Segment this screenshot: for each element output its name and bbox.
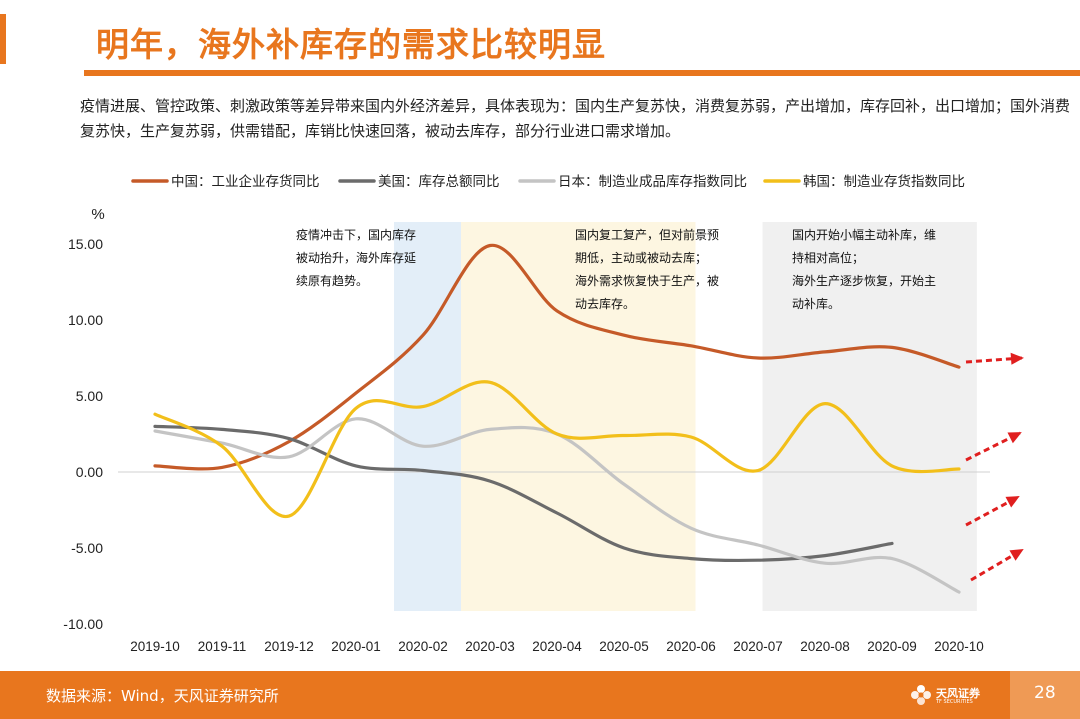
x-tick-label: 2020-03 — [465, 639, 515, 654]
y-tick-label: -5.00 — [71, 540, 103, 556]
annotation-line: 动补库。 — [792, 296, 840, 311]
annotation-line: 疫情冲击下，国内库存 — [296, 227, 416, 242]
y-tick-label: -10.00 — [63, 616, 103, 632]
trend-arrow-3 — [965, 495, 1020, 527]
x-tick-label: 2020-05 — [599, 639, 649, 654]
x-tick-label: 2020-09 — [867, 639, 917, 654]
series-lines — [153, 243, 961, 594]
trend-arrow-1 — [965, 352, 1024, 365]
legend-label: 美国：库存总额同比 — [378, 174, 500, 189]
x-tick-label: 2019-10 — [130, 639, 180, 654]
page-number: 28 — [1034, 683, 1056, 703]
footer-bar: 数据来源：Wind，天风证券研究所 天风证券 TF SECURITIES 28 — [0, 671, 1080, 719]
x-tick-label: 2020-01 — [331, 639, 381, 654]
annotation-line: 持相对高位； — [792, 250, 864, 265]
annotation-line: 海外需求恢复快于生产，被 — [575, 273, 719, 288]
trend-arrows — [965, 352, 1024, 582]
arrow-head — [1005, 496, 1020, 508]
title-underline — [84, 70, 1080, 76]
y-axis-unit: % — [91, 206, 104, 223]
x-tick-label: 2020-07 — [733, 639, 783, 654]
x-tick-label: 2019-11 — [198, 639, 247, 654]
legend-label: 中国：工业企业存货同比 — [171, 173, 320, 189]
trend-arrow-4 — [970, 548, 1024, 582]
y-tick-label: 10.00 — [68, 312, 103, 328]
legend-item-japan: 日本：制造业成品库存指数同比 — [518, 174, 747, 189]
logo-subtext: TF SECURITIES — [936, 699, 973, 705]
period-band-3 — [762, 222, 977, 611]
x-tick-label: 2020-10 — [934, 639, 984, 654]
chart-legend: 中国：工业企业存货同比 美国：库存总额同比 日本：制造业成品库存指数同比 韩国：制造业… — [131, 173, 965, 189]
arrow-head — [1010, 352, 1024, 365]
y-tick-label: 0.00 — [76, 464, 103, 480]
period-band-1 — [394, 222, 461, 611]
annotation-line: 国内开始小幅主动补库，维 — [792, 227, 936, 242]
x-tick-label: 2020-04 — [532, 639, 582, 654]
annotation-line: 国内复工复产，但对前景预 — [575, 227, 719, 242]
page-number-box — [1010, 671, 1080, 719]
legend-item-korea: 韩国：制造业存货指数同比 — [763, 173, 965, 189]
legend-label: 韩国：制造业存货指数同比 — [803, 173, 965, 189]
annotation-line: 被动抬升，海外库存延 — [296, 250, 416, 265]
data-source: 数据来源：Wind，天风证券研究所 — [46, 687, 279, 705]
x-tick-label: 2020-06 — [666, 639, 716, 654]
arrow-head — [1007, 432, 1022, 444]
series-korea-line — [153, 380, 961, 518]
legend-item-china: 中国：工业企业存货同比 — [131, 173, 320, 189]
x-tick-label: 2019-12 — [264, 639, 314, 654]
legend-label: 日本：制造业成品库存指数同比 — [558, 174, 747, 189]
annotation-line: 海外生产逐步恢复，开始主 — [792, 273, 936, 288]
x-axis: 2019-10 2019-11 2019-12 2020-01 2020-02 2020-… — [130, 639, 984, 654]
title-accent-bar — [0, 14, 6, 64]
series-china-line — [153, 243, 961, 471]
y-tick-label: 5.00 — [76, 388, 103, 404]
logo-text: 天风证券 — [936, 687, 980, 700]
annotation-line: 续原有趋势。 — [296, 274, 368, 288]
description-text: 疫情进展、管控政策、刺激政策等差异带来国内外经济差异，具体表现为：国内生产复苏快… — [80, 97, 1071, 140]
legend-item-usa: 美国：库存总额同比 — [338, 174, 500, 189]
y-axis: % 15.00 10.00 5.00 0.00 -5.00 -10.00 — [63, 206, 104, 632]
y-tick-label: 15.00 — [68, 236, 103, 252]
series-usa-line — [153, 424, 894, 563]
annotation-line: 动去库存。 — [575, 296, 635, 311]
arrow-head — [1009, 548, 1024, 561]
x-tick-label: 2020-02 — [398, 639, 448, 654]
period-bands — [394, 222, 977, 611]
x-tick-label: 2020-08 — [800, 639, 850, 654]
logo-flower-icon — [911, 685, 931, 705]
trend-arrow-2 — [965, 431, 1022, 462]
period-band-2 — [461, 222, 696, 611]
page-title: 明年，海外补库存的需求比较明显 — [96, 25, 606, 64]
annotation-line: 期低，主动或被动去库； — [575, 250, 707, 265]
company-logo: 天风证券 TF SECURITIES — [910, 681, 982, 711]
